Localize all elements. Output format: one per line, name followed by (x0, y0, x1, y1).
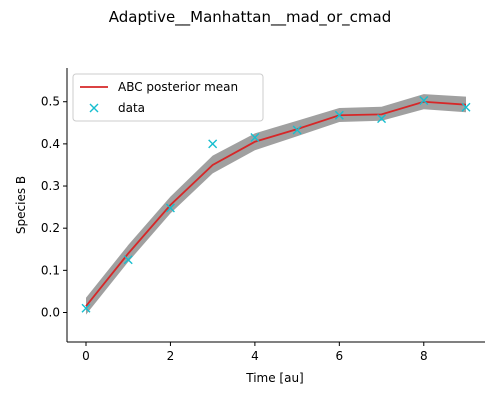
legend-label-data: data (118, 101, 145, 115)
y-tick-label: 0.1 (41, 263, 60, 277)
posterior-band (86, 94, 466, 315)
legend-data-marker (89, 103, 99, 113)
data-point (419, 95, 429, 105)
y-tick-label: 0.3 (41, 179, 60, 193)
legend-marker-swatch (89, 103, 99, 113)
data-point (165, 203, 175, 213)
data-point (292, 125, 302, 135)
x-tick-label: 8 (420, 349, 428, 363)
posterior-band-area (86, 94, 466, 315)
x-axis-label: Time [au] (245, 371, 304, 385)
y-axis-label: Species B (14, 176, 28, 234)
data-point (123, 255, 133, 265)
x-tick-label: 4 (251, 349, 259, 363)
x-tick-label: 0 (82, 349, 90, 363)
legend-label-posterior-mean: ABC posterior mean (118, 80, 238, 94)
data-point (250, 133, 260, 143)
chart-title: Adaptive__Manhattan__mad_or_cmad (109, 8, 391, 27)
legend-frame (72, 73, 264, 122)
data-point (334, 110, 344, 120)
x-axis-ticks: 0 2 4 6 8 (82, 342, 428, 363)
posterior-mean-polyline (85, 100, 467, 307)
data-point (377, 114, 387, 124)
axes (66, 68, 485, 343)
posterior-mean-line (85, 100, 467, 307)
y-tick-label: 0.2 (41, 221, 60, 235)
y-tick-label: 0.0 (41, 305, 60, 319)
x-tick-label: 6 (336, 349, 344, 363)
data-point (81, 303, 91, 313)
y-axis-ticks: 0.0 0.1 0.2 0.3 0.4 0.5 (41, 95, 67, 319)
x-tick-label: 2 (167, 349, 175, 363)
legend: ABC posterior mean data (72, 73, 264, 122)
y-tick-label: 0.5 (41, 95, 60, 109)
data-markers (81, 95, 471, 313)
y-tick-label: 0.4 (41, 137, 60, 151)
data-point (208, 139, 218, 149)
data-point (461, 102, 471, 112)
